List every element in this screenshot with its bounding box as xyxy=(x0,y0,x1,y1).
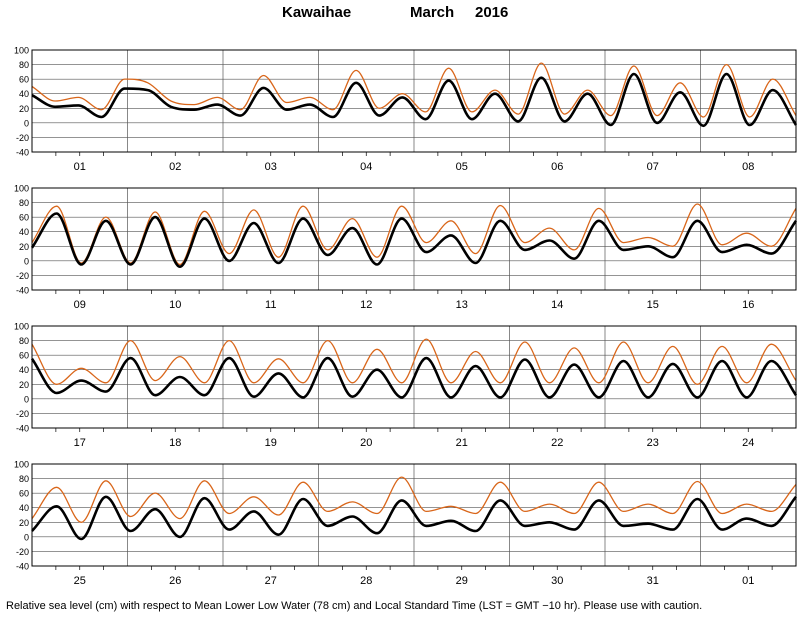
day-label: 27 xyxy=(265,575,277,587)
y-tick-label: 0 xyxy=(24,256,29,266)
day-label: 10 xyxy=(169,299,181,311)
day-label: 12 xyxy=(360,299,372,311)
panel-frame xyxy=(31,463,797,567)
day-label: 26 xyxy=(169,575,181,587)
day-label: 08 xyxy=(742,161,754,173)
day-label: 05 xyxy=(456,161,468,173)
day-label: 03 xyxy=(265,161,277,173)
day-label: 22 xyxy=(551,437,563,449)
y-tick-label: 80 xyxy=(19,198,29,208)
title-month: March xyxy=(410,4,455,21)
y-tick-label: 60 xyxy=(19,489,29,499)
y-tick-label: 20 xyxy=(19,242,29,252)
predicted-series-line xyxy=(31,72,798,128)
predicted-series-line xyxy=(30,212,798,268)
day-label: 23 xyxy=(647,437,659,449)
day-label: 19 xyxy=(265,437,277,449)
y-tick-label: -20 xyxy=(16,133,29,143)
observed-series-line xyxy=(31,203,797,266)
day-label: 14 xyxy=(551,299,563,311)
day-label: 06 xyxy=(551,161,563,173)
y-tick-label: 0 xyxy=(24,532,29,542)
day-label: 31 xyxy=(647,575,659,587)
day-label: 30 xyxy=(551,575,563,587)
y-tick-label: 100 xyxy=(14,322,29,332)
day-label: 20 xyxy=(360,437,372,449)
day-label: 07 xyxy=(647,161,659,173)
day-label: 17 xyxy=(74,437,86,449)
y-tick-label: 60 xyxy=(19,75,29,85)
footnote: Relative sea level (cm) with respect to … xyxy=(6,600,703,612)
y-tick-label: 80 xyxy=(19,60,29,70)
day-label: 09 xyxy=(74,299,86,311)
y-tick-label: -20 xyxy=(16,271,29,281)
day-label: 18 xyxy=(169,437,181,449)
chart-title: Kawaihae March 2016 xyxy=(0,4,800,26)
day-label: 29 xyxy=(456,575,468,587)
y-tick-label: 0 xyxy=(24,118,29,128)
panel-frame xyxy=(31,49,797,153)
panel-frame xyxy=(31,187,797,291)
day-label: 04 xyxy=(360,161,372,173)
station-name: Kawaihae xyxy=(282,4,352,21)
y-tick-label: 60 xyxy=(19,351,29,361)
day-label: 11 xyxy=(265,299,276,311)
day-label: 02 xyxy=(169,161,181,173)
y-tick-label: -40 xyxy=(16,562,29,572)
y-tick-label: -20 xyxy=(16,409,29,419)
predicted-series-line xyxy=(31,495,798,541)
y-tick-label: 20 xyxy=(19,104,29,114)
y-tick-label: 60 xyxy=(19,213,29,223)
y-tick-label: 100 xyxy=(14,46,29,56)
y-tick-label: 20 xyxy=(19,380,29,390)
y-tick-label: -40 xyxy=(16,148,29,158)
day-label: 21 xyxy=(456,437,468,449)
observed-series-line xyxy=(31,476,797,523)
y-tick-label: 40 xyxy=(19,227,29,237)
observed-series-line xyxy=(31,338,797,385)
y-tick-label: 80 xyxy=(19,474,29,484)
day-label: 13 xyxy=(456,299,468,311)
y-tick-label: 40 xyxy=(19,89,29,99)
day-label: 16 xyxy=(742,299,754,311)
y-tick-label: 40 xyxy=(19,365,29,375)
title-year: 2016 xyxy=(475,4,509,21)
day-label: 28 xyxy=(360,575,372,587)
day-label: 25 xyxy=(74,575,86,587)
y-tick-label: -40 xyxy=(16,424,29,434)
y-tick-label: 100 xyxy=(14,460,29,470)
day-label: 24 xyxy=(742,437,754,449)
y-tick-label: 80 xyxy=(19,336,29,346)
predicted-series-line xyxy=(30,356,798,399)
y-tick-label: -40 xyxy=(16,286,29,296)
observed-series-line xyxy=(31,62,797,118)
panel-frame xyxy=(31,325,797,429)
day-label: 01 xyxy=(74,161,86,173)
day-label: 01 xyxy=(742,575,754,587)
y-tick-label: 100 xyxy=(14,184,29,194)
day-label: 15 xyxy=(647,299,659,311)
y-tick-label: 20 xyxy=(19,518,29,528)
y-tick-label: -20 xyxy=(16,547,29,557)
y-tick-label: 0 xyxy=(24,394,29,404)
y-tick-label: 40 xyxy=(19,503,29,513)
